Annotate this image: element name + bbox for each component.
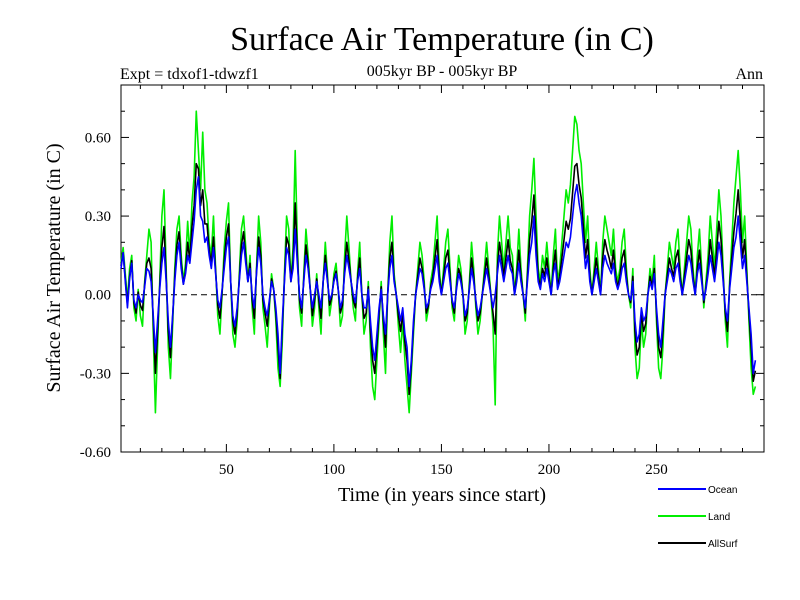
legend-label-ocean: Ocean <box>708 485 737 496</box>
x-tick-label: 100 <box>323 462 346 478</box>
legend-label-allsurf: AllSurf <box>708 539 738 550</box>
series-lines <box>120 110 757 414</box>
series-line-allsurf <box>120 162 757 396</box>
chart-subtitle: 005kyr BP - 005kyr BP <box>367 63 518 80</box>
y-tick-label: -0.60 <box>80 445 111 461</box>
x-tick-label: 250 <box>645 462 668 478</box>
y-tick-label: 0.00 <box>85 288 111 304</box>
period-label: Ann <box>735 66 763 83</box>
chart-legend: Ocean Land AllSurf <box>658 485 738 550</box>
x-tick-label: 50 <box>219 462 234 478</box>
y-tick-label: 0.60 <box>85 130 111 146</box>
legend-label-land: Land <box>708 512 730 523</box>
y-tick-label: 0.30 <box>85 209 111 225</box>
y-axis-label: Surface Air Temperature (in C) <box>43 143 65 392</box>
x-tick-label: 200 <box>538 462 561 478</box>
x-axis-label: Time (in years since start) <box>338 484 546 506</box>
x-tick-label: 150 <box>430 462 453 478</box>
chart-title: Surface Air Temperature (in C) <box>230 21 654 58</box>
series-line-ocean <box>120 175 757 388</box>
y-axis-ticks: -0.60 -0.30 0.00 0.30 0.60 <box>80 84 764 461</box>
x-axis-ticks: 50 100 150 200 250 <box>139 85 765 478</box>
series-line-land <box>120 110 757 414</box>
y-tick-label: -0.30 <box>80 366 111 382</box>
expt-label: Expt = tdxof1-tdwzf1 <box>120 66 259 83</box>
